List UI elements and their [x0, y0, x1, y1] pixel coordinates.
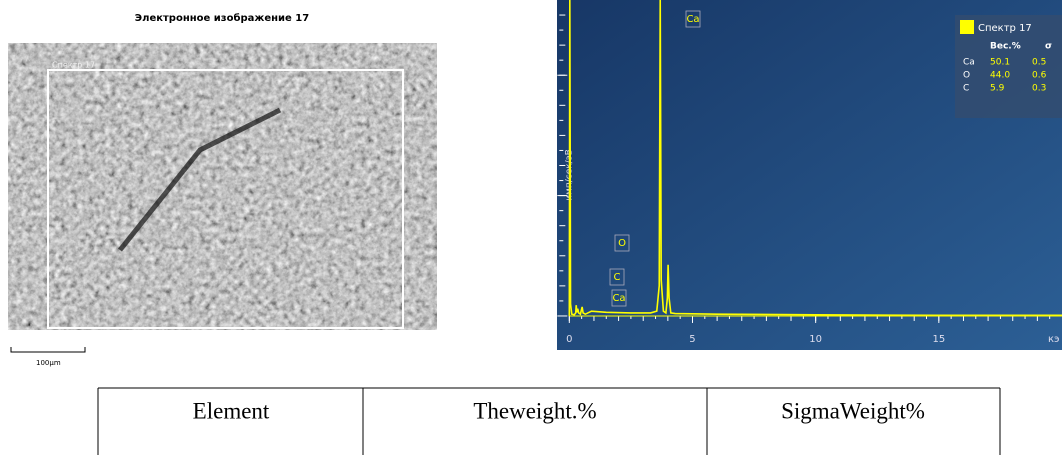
y-tick-label: 4 [547, 70, 553, 81]
legend-header: Вес.% [990, 42, 1021, 52]
legend-cell: O [963, 71, 970, 81]
legend-cell: 44.0 [990, 71, 1010, 81]
table-header: Element [193, 398, 270, 423]
sem-title: Электронное изображение 17 [135, 12, 309, 24]
table-header: Theweight.% [473, 398, 596, 423]
peak-label: O [618, 238, 626, 249]
legend-cell: 0.6 [1032, 71, 1047, 81]
x-tick-label: 0 [566, 334, 572, 345]
legend-cell: 50.1 [990, 58, 1010, 68]
table-header: SigmaWeight% [781, 398, 925, 423]
peak-label: Ca [612, 293, 625, 304]
legend-cell: Ca [963, 58, 975, 68]
scale-bar [11, 347, 85, 352]
scale-label: 100µm [36, 359, 61, 367]
y-tick-label: 0 [547, 311, 553, 322]
peak-label: Ca [686, 14, 699, 25]
x-unit: кэ [1048, 334, 1060, 345]
legend-cell: 0.5 [1032, 58, 1046, 68]
x-tick-label: 5 [689, 334, 695, 345]
legend-name: Спектр 17 [978, 23, 1032, 34]
legend-header: σ [1045, 42, 1052, 52]
legend-swatch [960, 20, 974, 34]
table: Element Theweight.% SigmaWeight% [98, 388, 1000, 455]
legend-cell: 5.9 [990, 84, 1005, 94]
y-tick-label: 2 [547, 191, 553, 202]
peak-label: C [614, 272, 621, 283]
legend-cell: 0.3 [1032, 84, 1046, 94]
x-tick-label: 15 [932, 334, 945, 345]
x-tick-label: 10 [809, 334, 822, 345]
area-label: Спектр 17 [52, 61, 95, 70]
document: Электронное изображение 17 Спектр 17 100… [0, 0, 1062, 455]
page: Электронное изображение 17 Спектр 17 100… [0, 0, 1062, 455]
sem-image [8, 43, 437, 330]
legend-cell: C [963, 84, 969, 94]
